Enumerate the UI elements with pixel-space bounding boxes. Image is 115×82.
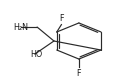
Text: F: F (59, 14, 63, 23)
Text: F: F (76, 69, 80, 78)
Text: HO: HO (30, 50, 42, 59)
Text: H₂N: H₂N (13, 23, 28, 32)
